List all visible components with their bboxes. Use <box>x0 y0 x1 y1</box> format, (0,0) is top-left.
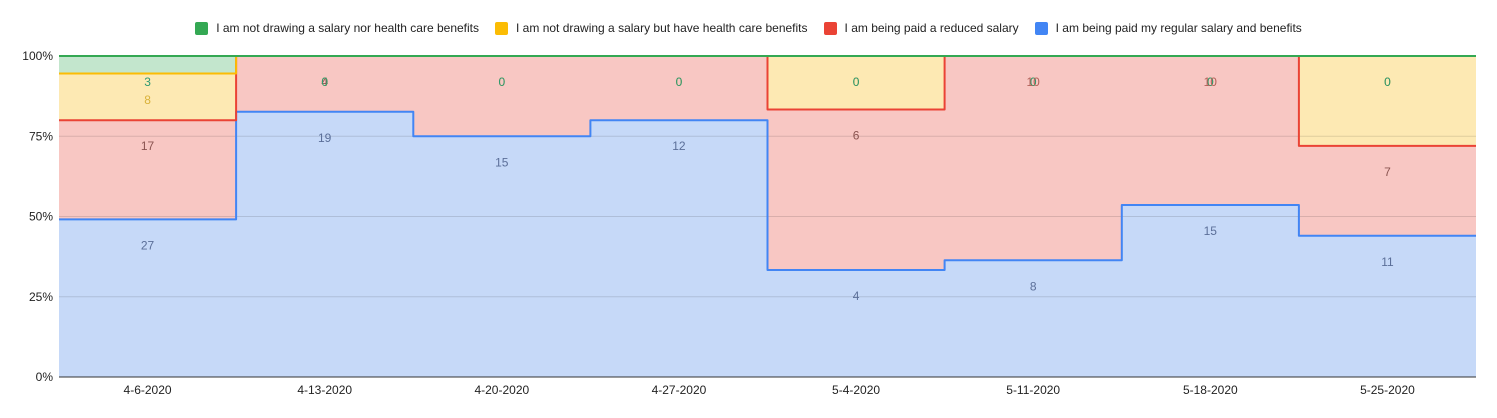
y-tick-label: 0% <box>36 370 54 384</box>
x-tick-label: 4-6-2020 <box>124 383 172 397</box>
y-tick-label: 100% <box>22 49 53 63</box>
data-label: 0 <box>676 75 683 89</box>
legend: I am not drawing a salary nor health car… <box>0 18 1497 38</box>
data-label: 0 <box>1207 75 1214 89</box>
legend-swatch <box>823 21 837 35</box>
data-label: 10 <box>1204 75 1218 89</box>
legend-swatch <box>195 21 209 35</box>
data-label: 0 <box>1030 75 1037 89</box>
data-label: 4 <box>853 289 860 303</box>
data-label: 19 <box>318 131 332 145</box>
data-label: 17 <box>141 139 155 153</box>
legend-swatch <box>495 21 509 35</box>
data-label: 7 <box>1384 165 1391 179</box>
data-label: 0 <box>498 75 505 89</box>
data-label: 0 <box>853 75 860 89</box>
data-label: 8 <box>1030 279 1037 293</box>
x-tick-label: 4-27-2020 <box>652 383 707 397</box>
data-label: 0 <box>321 75 328 89</box>
data-label: 15 <box>1204 224 1218 238</box>
data-label: 8 <box>144 93 151 107</box>
legend-item[interactable]: I am not drawing a salary but have healt… <box>495 21 808 35</box>
data-label: 0 <box>1384 75 1391 89</box>
legend-item[interactable]: I am not drawing a salary nor health car… <box>195 21 479 35</box>
legend-label: I am not drawing a salary nor health car… <box>216 21 480 35</box>
series-lines <box>59 55 1476 271</box>
data-label: 6 <box>853 129 860 143</box>
legend-swatch <box>1034 21 1048 35</box>
data-label: 0 <box>853 75 860 89</box>
data-label: 15 <box>495 155 509 169</box>
x-tick-label: 5-4-2020 <box>832 383 880 397</box>
legend-item[interactable]: I am being paid my regular salary and be… <box>1034 21 1302 35</box>
y-tick-label: 25% <box>29 290 53 304</box>
data-label: 0 <box>676 75 683 89</box>
data-label: 0 <box>321 75 328 89</box>
legend-label: I am not drawing a salary but have healt… <box>516 21 808 35</box>
series-line <box>59 110 1476 271</box>
data-label: 0 <box>1030 75 1037 89</box>
x-tick-label: 4-13-2020 <box>297 383 352 397</box>
legend-item[interactable]: I am being paid a reduced salary <box>823 21 1019 35</box>
data-label: 4 <box>321 75 328 89</box>
data-label: 11 <box>1381 255 1394 269</box>
axes: 0% 25% 50% 75% 100% 4-6-2020 4-13-2020 4-20-202… <box>22 49 1476 397</box>
series-area <box>59 56 1476 74</box>
y-tick-label: 75% <box>29 129 53 143</box>
x-tick-label: 5-18-2020 <box>1183 383 1238 397</box>
data-label: 10 <box>1027 75 1041 89</box>
data-label: 0 <box>1207 75 1214 89</box>
data-label: 27 <box>141 238 155 252</box>
x-tick-label: 5-11-2020 <box>1006 383 1060 397</box>
x-tick-label: 4-20-2020 <box>474 383 529 397</box>
x-tick-label: 5-25-2020 <box>1360 383 1415 397</box>
data-label: 0 <box>498 75 505 89</box>
data-label: 12 <box>672 139 686 153</box>
y-tick-label: 50% <box>29 210 53 224</box>
data-label: 0 <box>1384 75 1391 89</box>
data-label: 3 <box>144 75 151 89</box>
legend-label: I am being paid my regular salary and be… <box>1055 21 1302 35</box>
legend-label: I am being paid a reduced salary <box>844 21 1019 35</box>
